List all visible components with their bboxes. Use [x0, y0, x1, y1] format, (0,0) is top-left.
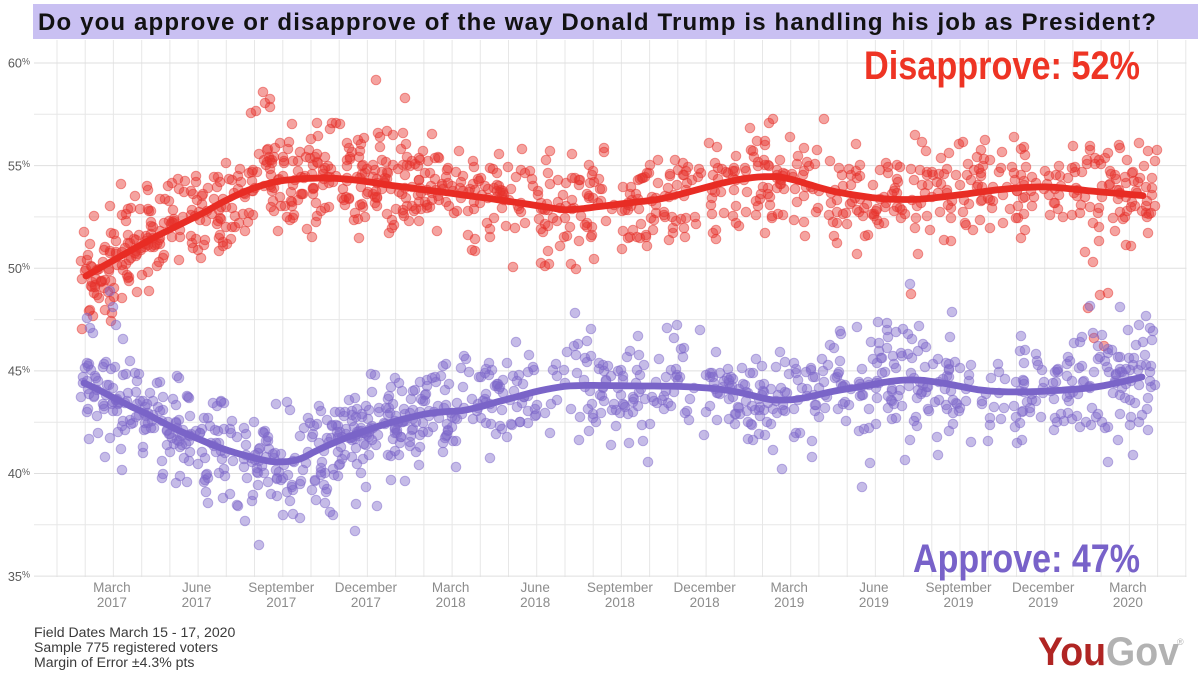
svg-text:March: March	[93, 580, 131, 595]
svg-text:50%: 50%	[8, 262, 30, 276]
svg-text:March: March	[770, 580, 808, 595]
svg-text:2020: 2020	[1113, 595, 1143, 610]
svg-text:December: December	[335, 580, 398, 595]
svg-text:2017: 2017	[351, 595, 381, 610]
svg-text:September: September	[248, 580, 315, 595]
svg-text:2017: 2017	[266, 595, 296, 610]
svg-text:2019: 2019	[943, 595, 973, 610]
svg-text:September: September	[925, 580, 992, 595]
svg-text:2018: 2018	[605, 595, 635, 610]
svg-text:2018: 2018	[436, 595, 466, 610]
svg-text:December: December	[673, 580, 736, 595]
svg-text:2019: 2019	[774, 595, 804, 610]
svg-text:2017: 2017	[182, 595, 212, 610]
svg-text:June: June	[859, 580, 888, 595]
svg-text:35%: 35%	[8, 570, 30, 584]
svg-text:40%: 40%	[8, 467, 30, 481]
svg-text:45%: 45%	[8, 364, 30, 378]
svg-text:®: ®	[1177, 637, 1184, 647]
svg-text:Approve: 47%: Approve: 47%	[913, 537, 1140, 581]
svg-text:March: March	[432, 580, 470, 595]
svg-text:June: June	[521, 580, 550, 595]
svg-text:March: March	[1109, 580, 1147, 595]
svg-text:60%: 60%	[8, 57, 30, 71]
svg-text:Disapprove: 52%: Disapprove: 52%	[864, 44, 1140, 88]
svg-text:June: June	[182, 580, 211, 595]
svg-text:2019: 2019	[859, 595, 889, 610]
svg-text:September: September	[587, 580, 654, 595]
svg-text:YouGov: YouGov	[1038, 630, 1180, 674]
svg-text:55%: 55%	[8, 159, 30, 173]
svg-text:December: December	[1012, 580, 1075, 595]
svg-text:2019: 2019	[1028, 595, 1058, 610]
svg-text:2018: 2018	[520, 595, 550, 610]
svg-text:2017: 2017	[97, 595, 127, 610]
svg-text:2018: 2018	[690, 595, 720, 610]
